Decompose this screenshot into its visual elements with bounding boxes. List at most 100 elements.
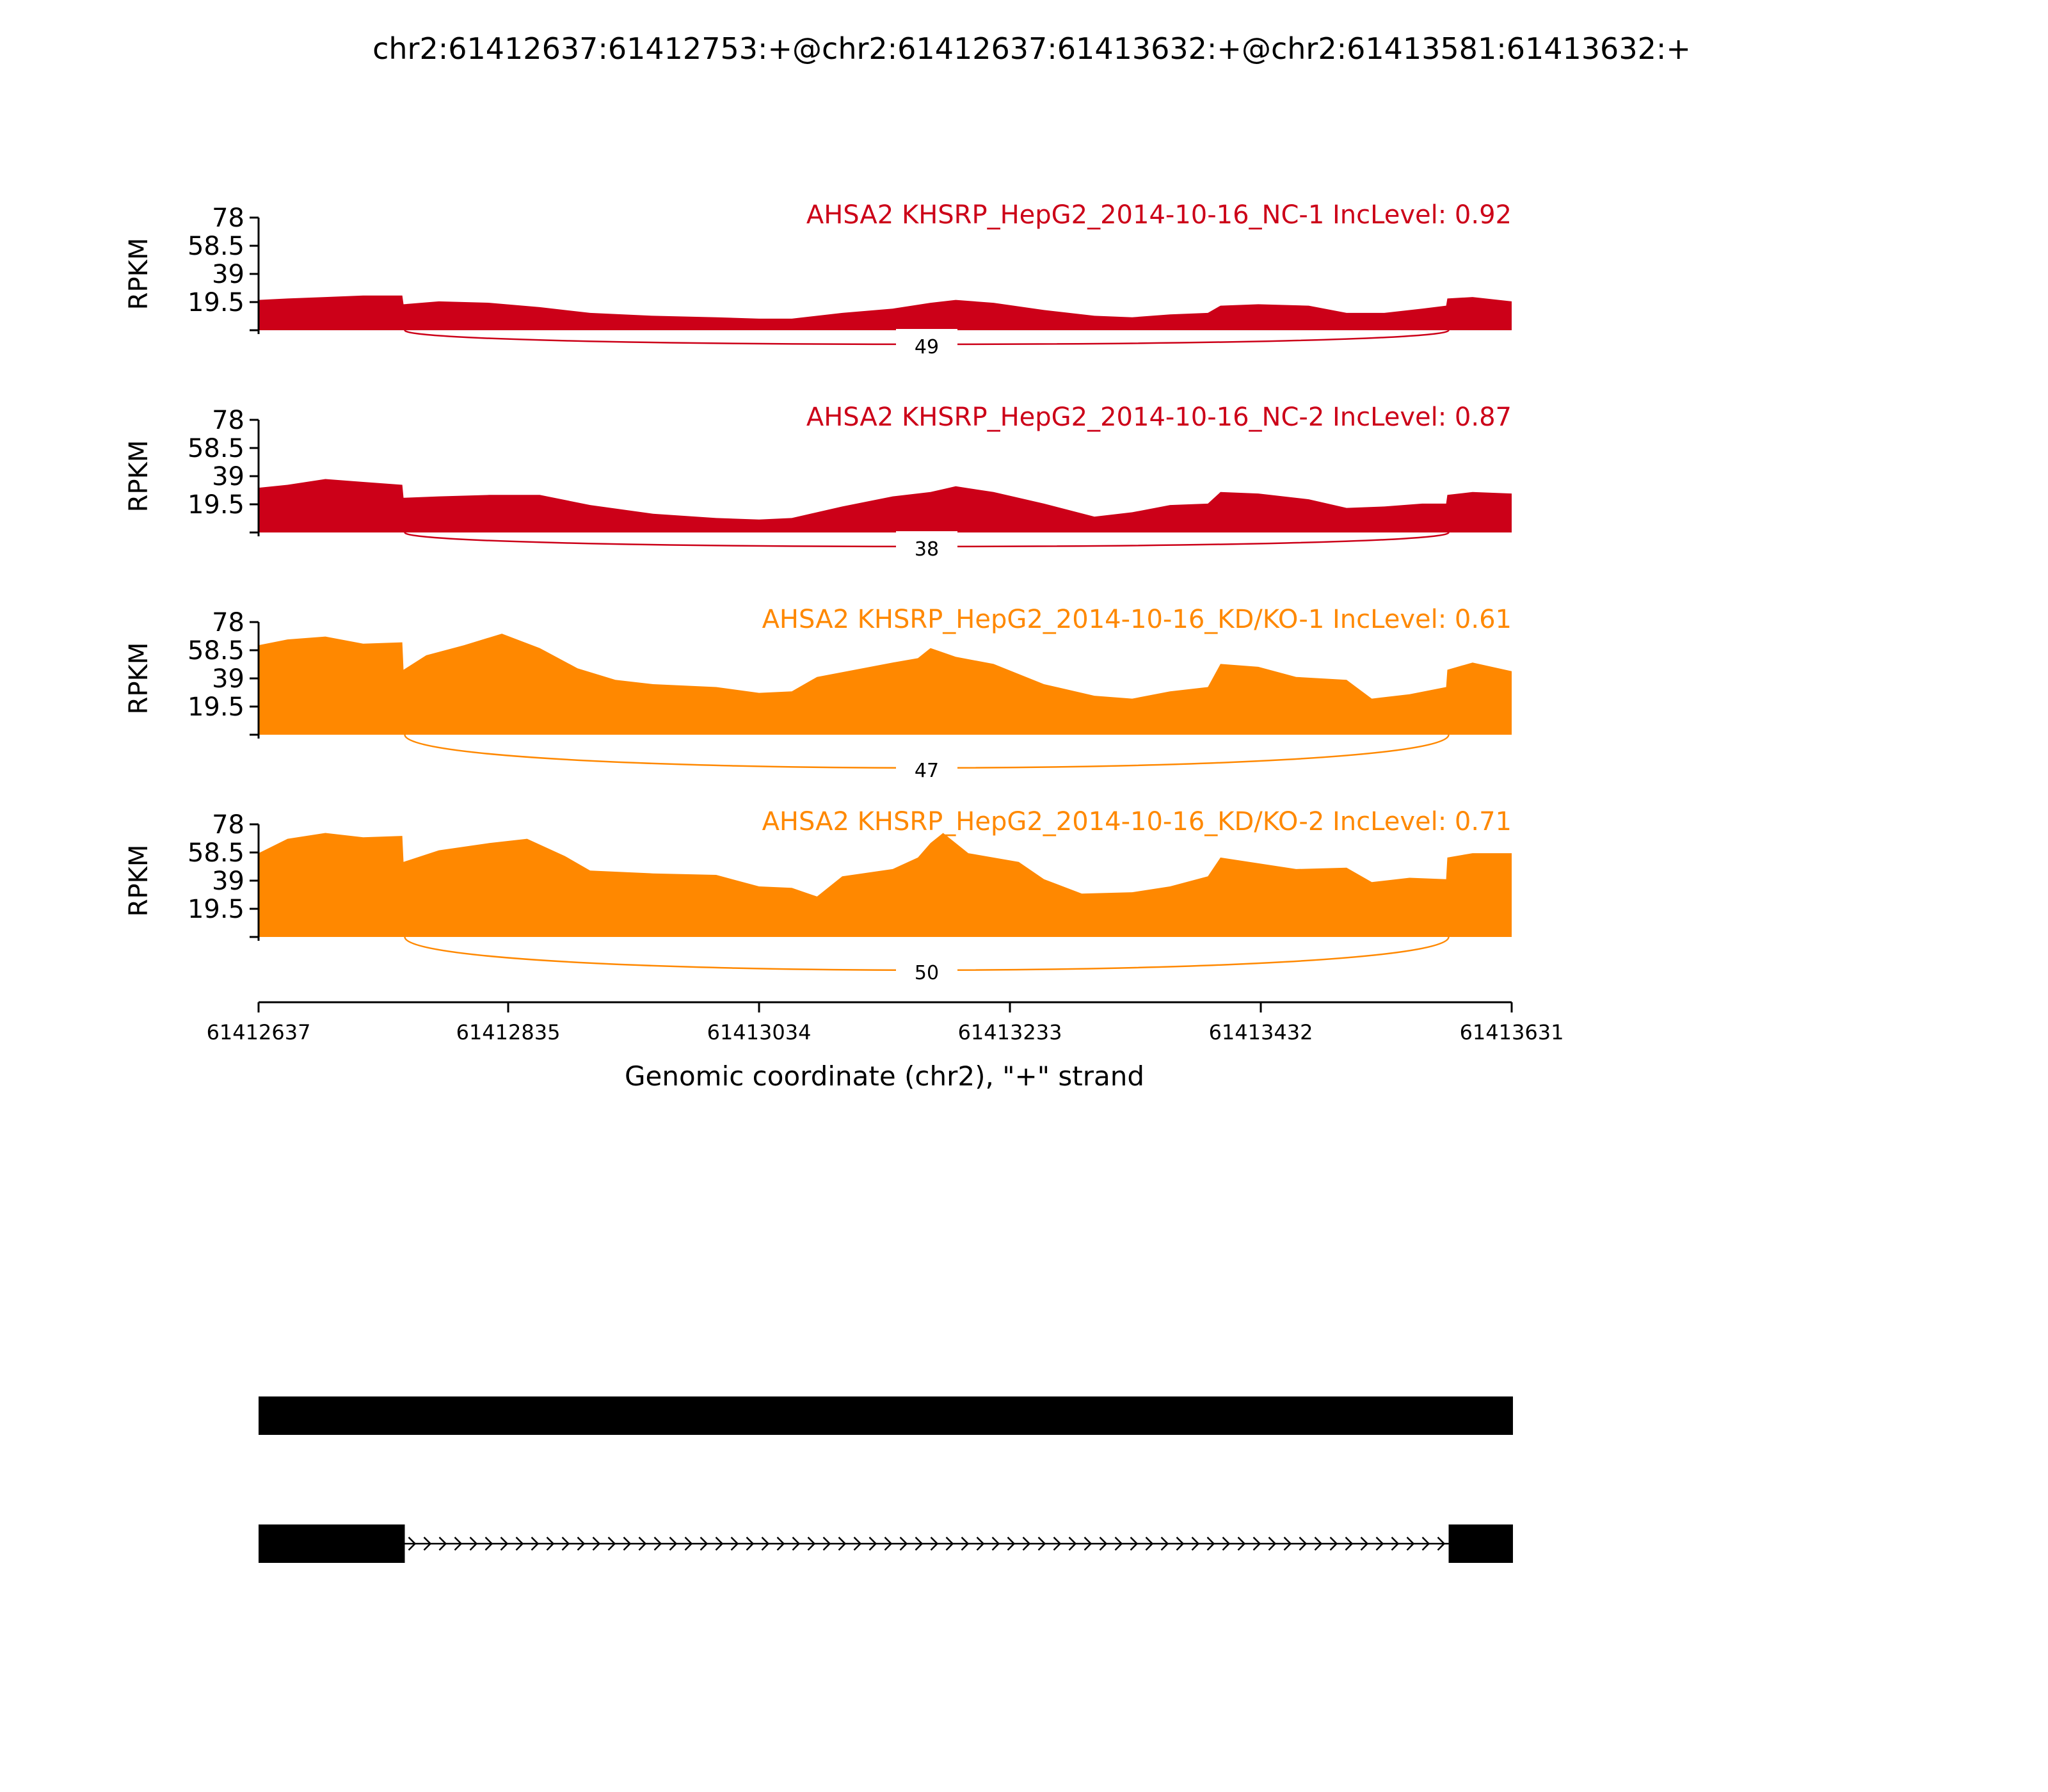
strand-arrow: [700, 1537, 708, 1551]
sample-label: AHSA2 KHSRP_HepG2_2014-10-16_KD/KO-2 Inc…: [762, 807, 1512, 836]
strand-arrow: [1206, 1537, 1215, 1551]
junction-count-label: 47: [915, 760, 939, 782]
strand-arrow: [1222, 1537, 1231, 1551]
strand-arrow: [1252, 1537, 1261, 1551]
strand-arrow: [484, 1537, 493, 1551]
isoform-exon-1: [259, 1524, 405, 1563]
strand-arrow: [1299, 1537, 1308, 1551]
x-axis-label: Genomic coordinate (chr2), "+" strand: [625, 1060, 1144, 1092]
y-tick-label: 19.5: [188, 895, 244, 924]
strand-arrow: [684, 1537, 693, 1551]
y-tick-label: 19.5: [188, 490, 244, 520]
strand-arrow: [1130, 1537, 1139, 1551]
coverage-area: [259, 634, 1512, 735]
strand-arrow: [1329, 1537, 1338, 1551]
junction-count-label: 50: [915, 962, 939, 984]
strand-arrow: [1007, 1537, 1016, 1551]
x-tick-label: 61413631: [1460, 1020, 1564, 1044]
strand-arrow: [1068, 1537, 1077, 1551]
y-tick-label: 58.5: [188, 434, 244, 463]
plot-title: chr2:61412637:61412753:+@chr2:61412637:6…: [372, 31, 1691, 66]
strand-arrow: [1145, 1537, 1154, 1551]
strand-arrow: [884, 1537, 893, 1551]
junction-count-box: [896, 955, 958, 986]
strand-arrow: [1268, 1537, 1277, 1551]
sample-label: AHSA2 KHSRP_HepG2_2014-10-16_NC-2 IncLev…: [806, 403, 1512, 432]
strand-arrow: [1360, 1537, 1369, 1551]
strand-arrow: [469, 1537, 478, 1551]
strand-arrow: [1391, 1537, 1400, 1551]
y-tick-label: 58.5: [188, 636, 244, 666]
y-axis-label: RPKM: [124, 845, 154, 917]
strand-arrow: [1283, 1537, 1292, 1551]
strand-arrow: [1160, 1537, 1169, 1551]
strand-arrow: [638, 1537, 647, 1551]
strand-arrow: [1053, 1537, 1062, 1551]
strand-arrow: [792, 1537, 801, 1551]
x-axis: 61412637 61412835 61413034 61413233 61413432…: [207, 1001, 1564, 1092]
strand-arrow: [807, 1537, 816, 1551]
junction-count-label: 38: [915, 538, 939, 561]
strand-arrow: [853, 1537, 862, 1551]
y-tick-label: 39: [212, 462, 244, 492]
strand-arrow: [1437, 1537, 1446, 1551]
strand-arrow: [776, 1537, 785, 1551]
strand-arrow: [822, 1537, 831, 1551]
strand-arrow: [976, 1537, 985, 1551]
y-tick-label: 78: [212, 406, 244, 435]
x-tick-label: 61412835: [456, 1020, 561, 1044]
strand-arrow: [715, 1537, 724, 1551]
strand-arrow: [592, 1537, 601, 1551]
y-tick-label: 58.5: [188, 838, 244, 868]
y-tick-label: 78: [212, 608, 244, 637]
strand-arrow: [761, 1537, 770, 1551]
strand-arrow: [1037, 1537, 1046, 1551]
isoform-inclusion-exon: [259, 1396, 1513, 1435]
strand-arrow: [546, 1537, 555, 1551]
strand-arrow: [838, 1537, 847, 1551]
strand-arrow: [653, 1537, 662, 1551]
coverage-area: [259, 479, 1512, 532]
strand-arrow: [1114, 1537, 1123, 1551]
y-tick-label: 19.5: [188, 288, 244, 317]
strand-arrow: [991, 1537, 1000, 1551]
strand-arrow: [1099, 1537, 1108, 1551]
strand-arrow: [1237, 1537, 1246, 1551]
coverage-area: [259, 295, 1512, 330]
y-tick-label: 78: [212, 204, 244, 233]
strand-arrow: [961, 1537, 970, 1551]
strand-arrow: [730, 1537, 739, 1551]
junction-count-box: [896, 753, 958, 783]
strand-arrow: [500, 1537, 509, 1551]
strand-arrow: [1345, 1537, 1354, 1551]
strand-arrow: [1406, 1537, 1415, 1551]
gene-models: [259, 1396, 1513, 1563]
strand-arrow: [561, 1537, 570, 1551]
y-tick-label: 39: [212, 664, 244, 694]
strand-arrow: [454, 1537, 463, 1551]
y-axis-label: RPKM: [124, 238, 154, 310]
y-tick-label: 39: [212, 867, 244, 896]
sample-label: AHSA2 KHSRP_HepG2_2014-10-16_KD/KO-1 Inc…: [762, 605, 1512, 634]
coverage-area: [259, 833, 1512, 937]
strand-arrow: [531, 1537, 540, 1551]
strand-arrow: [669, 1537, 678, 1551]
strand-arrow: [1421, 1537, 1430, 1551]
strand-arrow: [515, 1537, 524, 1551]
strand-arrow: [945, 1537, 954, 1551]
strand-arrow: [1314, 1537, 1323, 1551]
junction-count-box: [896, 531, 958, 562]
y-tick-label: 19.5: [188, 692, 244, 722]
strand-arrow: [408, 1537, 417, 1551]
strand-arrow: [746, 1537, 755, 1551]
y-tick-label: 58.5: [188, 232, 244, 261]
y-axis-label: RPKM: [124, 440, 154, 513]
x-tick-label: 61413034: [707, 1020, 812, 1044]
x-tick-label: 61413233: [958, 1020, 1062, 1044]
strand-arrow: [915, 1537, 924, 1551]
strand-arrow: [1176, 1537, 1185, 1551]
